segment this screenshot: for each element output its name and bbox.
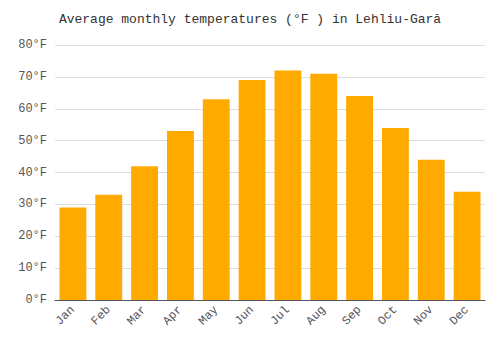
svg-text:40°F: 40°F — [18, 166, 47, 180]
svg-text:Aug: Aug — [304, 303, 329, 328]
svg-text:Apr: Apr — [160, 303, 185, 328]
svg-text:May: May — [196, 303, 221, 328]
svg-text:80°F: 80°F — [18, 38, 47, 52]
svg-text:Jun: Jun — [232, 303, 257, 328]
svg-text:30°F: 30°F — [18, 197, 47, 211]
svg-text:Average monthly temperatures (: Average monthly temperatures (°F ) in Le… — [59, 12, 441, 27]
svg-text:60°F: 60°F — [18, 102, 47, 116]
svg-text:50°F: 50°F — [18, 134, 47, 148]
svg-text:Sep: Sep — [339, 303, 364, 328]
svg-text:10°F: 10°F — [18, 261, 47, 275]
svg-text:0°F: 0°F — [25, 293, 47, 307]
svg-text:Jul: Jul — [268, 303, 293, 328]
svg-text:Feb: Feb — [89, 303, 114, 328]
svg-text:Mar: Mar — [124, 303, 149, 328]
svg-text:70°F: 70°F — [18, 70, 47, 84]
svg-text:Jan: Jan — [53, 303, 78, 328]
svg-text:Dec: Dec — [447, 303, 472, 328]
svg-text:Nov: Nov — [411, 303, 436, 328]
svg-text:Oct: Oct — [375, 303, 400, 328]
svg-text:20°F: 20°F — [18, 229, 47, 243]
